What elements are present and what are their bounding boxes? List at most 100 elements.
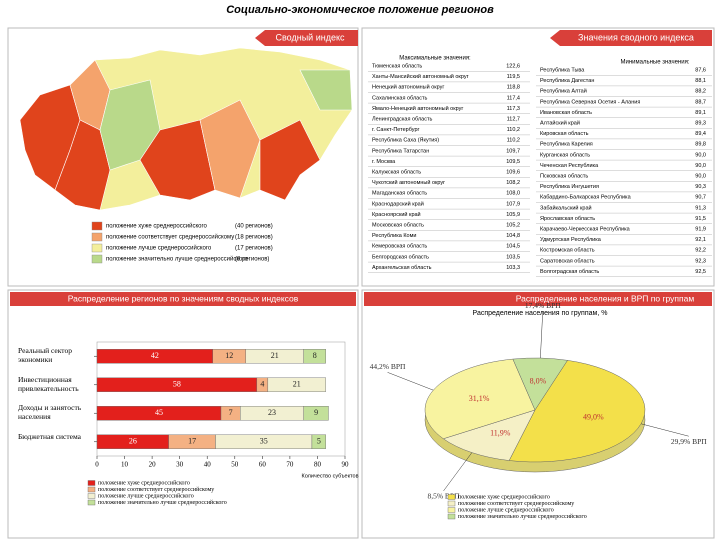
legend-count: (40 регионов)	[235, 224, 273, 230]
region-name: Республика Северная Осетия - Алания	[540, 99, 640, 105]
index-value: 108,0	[506, 191, 520, 197]
bar-value: 4	[260, 380, 264, 389]
legend-swatch	[87, 493, 96, 499]
region-name: Курганская область	[540, 152, 590, 158]
index-value: 92,5	[695, 269, 706, 275]
index-value: 109,6	[506, 169, 520, 175]
region-name: Забайкальский край	[540, 204, 592, 211]
table-panel	[361, 27, 715, 287]
legend-swatch	[91, 221, 103, 231]
region-name: Белгородская область	[372, 254, 429, 260]
legend-label: положение лучше среднероссийского	[458, 506, 554, 513]
x-tick-label: 80	[314, 461, 322, 469]
region-name: Республика Саха (Якутия)	[372, 138, 439, 144]
pie-slice	[424, 358, 536, 440]
index-value: 110,2	[507, 127, 520, 133]
region-name: Ярославская область	[540, 216, 595, 222]
index-value: 105,2	[506, 222, 520, 228]
region-name: Ненецкий автономный округ	[372, 84, 444, 91]
pie-slice	[508, 360, 646, 463]
legend-label: положение хуже среднероссийского	[98, 479, 190, 486]
bar-value: 42	[151, 351, 159, 360]
bar-value: 12	[225, 351, 233, 360]
pie-value-label: 31,1%	[469, 394, 490, 403]
map-region	[199, 99, 261, 199]
bar-value: 26	[129, 437, 137, 446]
bar-segment	[311, 434, 326, 449]
legend-count: (8 регионов)	[235, 257, 269, 263]
region-name: Ивановская область	[540, 110, 592, 116]
x-tick-label: 0	[95, 461, 99, 469]
x-tick-label: 60	[259, 461, 267, 469]
tab	[550, 30, 712, 46]
legend-swatch	[447, 500, 456, 507]
pie-slice	[442, 409, 536, 461]
tab	[364, 292, 712, 306]
legend-count: (17 регионов)	[235, 246, 273, 252]
legend-label: положение хуже среднероссийского	[106, 223, 208, 230]
vrp-annotation: 8,5% ВРП	[427, 492, 460, 501]
index-value: 90,7	[695, 195, 706, 201]
region-name: Чукотский автономный округ	[372, 179, 445, 186]
bar-value: 21	[271, 351, 279, 360]
index-value: 89,8	[695, 142, 706, 148]
region-name: Ленинградская область	[372, 116, 432, 122]
leader-line	[540, 311, 544, 359]
vrp-annotation: 44,2% ВРП	[370, 362, 406, 371]
legend-swatch	[447, 494, 456, 500]
legend-label: положение соответствует среднероссийском…	[98, 486, 214, 493]
region-name: г. Санкт-Петербург	[372, 127, 420, 133]
x-tick-label: 90	[342, 461, 350, 469]
legend-swatch	[447, 513, 456, 520]
legend-label: положение значительно лучше среднероссий…	[458, 513, 587, 520]
legend-swatch	[91, 254, 103, 264]
region-name: г. Москва	[372, 159, 396, 165]
legend-count: (18 регионов)	[235, 235, 273, 241]
category-label: Доходы и занятость населения	[18, 403, 82, 422]
region-name: Сахалинская область	[372, 95, 427, 101]
x-tick-label: 70	[286, 461, 294, 469]
table-header: Минимальные значения:	[620, 60, 689, 66]
region-name: Тюменская область	[372, 63, 422, 69]
bar-value: 35	[260, 437, 268, 446]
index-value: 88,7	[695, 99, 706, 105]
index-value: 109,5	[506, 159, 520, 165]
bar-value: 23	[268, 408, 276, 417]
category-label: Реальный сектор экономики	[18, 346, 72, 365]
index-value: 105,9	[506, 212, 520, 218]
region-name: Республика Алтай	[540, 88, 587, 95]
tab	[255, 30, 358, 46]
index-value: 92,2	[695, 248, 706, 254]
pie-value-label: 8,0%	[530, 376, 547, 385]
region-name: Республика Татарстан	[372, 148, 429, 154]
bar-value: 9	[314, 408, 318, 417]
region-name: Республика Тыва	[540, 67, 585, 73]
legend-label: положение лучше среднероссийского	[106, 245, 212, 252]
map-region	[299, 69, 353, 111]
bar-segment	[303, 349, 326, 364]
bar-value: 17	[188, 437, 196, 446]
bar-segment	[267, 377, 326, 392]
region-name: Республика Дагестан	[540, 78, 594, 84]
pie-slice	[512, 357, 568, 411]
region-name: Московская область	[372, 222, 424, 228]
region-name: Кемеровская область	[372, 244, 427, 250]
legend-label: положение значительно лучше среднероссий…	[106, 256, 248, 263]
index-value: 89,4	[695, 131, 706, 137]
region-name: Краснодарский край	[372, 200, 424, 207]
index-value: 90,0	[695, 152, 706, 158]
region-name: Архангельская область	[372, 265, 432, 271]
index-value: 119,5	[507, 74, 520, 80]
tab-label: Сводный индекс	[276, 32, 345, 42]
x-tick-label: 20	[149, 461, 157, 469]
region-name: Республика Ингушетия	[540, 184, 599, 190]
tab-label: Распределение регионов по значениям свод…	[68, 293, 299, 303]
legend-label: положение хуже среднероссийского	[458, 493, 550, 500]
region-name: Саратовская область	[540, 258, 595, 264]
index-value: 118,8	[507, 85, 520, 91]
pie-value-label: 49,0%	[583, 412, 604, 421]
index-value: 88,1	[695, 78, 706, 84]
table-header: Максимальные значения:	[399, 56, 471, 62]
